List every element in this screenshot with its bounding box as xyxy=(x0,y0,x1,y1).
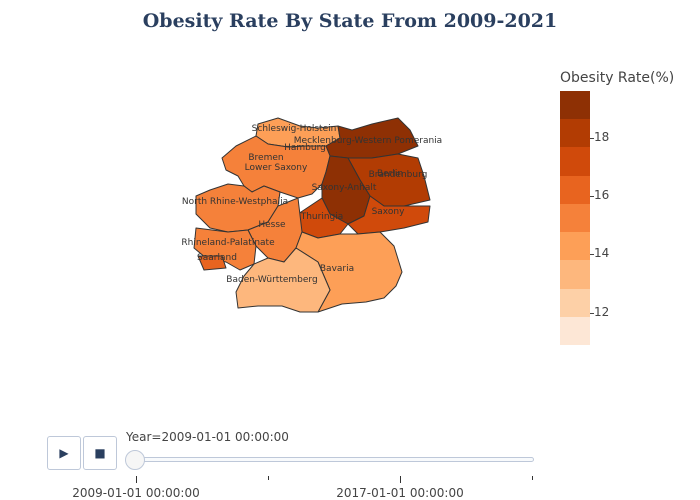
region-label: Baden-Württemberg xyxy=(226,275,317,285)
colorbar-segment xyxy=(560,175,590,204)
slider-rail[interactable] xyxy=(128,457,534,462)
slider-tick-label: 2009-01-01 00:00:00 xyxy=(72,486,200,500)
play-button[interactable]: ▶ xyxy=(47,436,81,470)
region-saxony[interactable] xyxy=(347,195,431,235)
region-baden-w-rttemberg[interactable] xyxy=(235,247,331,313)
region-label: Saxony xyxy=(372,207,405,217)
choropleth-map[interactable]: Schleswig-Holstein Mecklenburg-Western Po… xyxy=(0,0,700,420)
region-label: Hesse xyxy=(258,220,286,230)
colorbar xyxy=(560,91,590,345)
region-label: Saxony-Anhalt xyxy=(312,183,377,193)
chart-title: Obesity Rate By State From 2009-2021 xyxy=(142,10,558,32)
colorbar-segment xyxy=(560,203,590,233)
play-icon: ▶ xyxy=(59,446,69,460)
slider-tick xyxy=(268,476,269,480)
region-label: Bavaria xyxy=(320,264,354,274)
region-label: Berlin xyxy=(377,169,403,179)
stop-button[interactable]: ■ xyxy=(83,436,117,470)
stop-icon: ■ xyxy=(94,446,106,460)
region-label: Hamburg xyxy=(284,143,326,153)
colorbar-segment xyxy=(560,91,590,120)
region-label: Bremen xyxy=(248,153,283,163)
region-rhineland-palatinate[interactable] xyxy=(193,227,257,271)
region-label: Rhineland-Palatinate xyxy=(181,238,275,248)
colorbar-title: Obesity Rate(%) xyxy=(560,70,675,86)
region-north-rhine-westphalia[interactable] xyxy=(195,183,281,233)
colorbar-tick-label: 16 xyxy=(594,188,610,203)
region-label: North Rhine-Westphalia xyxy=(182,197,288,207)
region-label: Lower Saxony xyxy=(245,163,308,173)
colorbar-segment xyxy=(560,260,590,289)
colorbar-segment xyxy=(560,147,590,176)
colorbar-tick-label: 18 xyxy=(594,129,610,144)
region-label: Brandenburg xyxy=(369,170,428,180)
slider-current-value: Year=2009-01-01 00:00:00 xyxy=(126,430,289,444)
slider-handle[interactable] xyxy=(125,450,145,470)
colorbar-tickmark xyxy=(590,254,594,256)
colorbar-tick-label: 12 xyxy=(594,304,610,319)
colorbar-segment xyxy=(560,288,590,317)
colorbar-segment xyxy=(560,232,590,261)
colorbar-segment xyxy=(560,316,590,345)
slider-tick xyxy=(136,476,137,483)
colorbar-tick-label: 14 xyxy=(594,246,610,261)
colorbar-tickmark xyxy=(590,312,594,314)
slider-tick xyxy=(400,476,401,483)
region-saarland[interactable] xyxy=(197,255,227,271)
colorbar-segment xyxy=(560,119,590,148)
region-label: Schleswig-Holstein xyxy=(252,124,337,134)
region-label: Mecklenburg-Western Pomerania xyxy=(294,136,442,146)
region-label: Thuringia xyxy=(300,212,344,222)
slider-tick-label: 2017-01-01 00:00:00 xyxy=(336,486,464,500)
slider-tick xyxy=(532,476,533,480)
region-label: Saarland xyxy=(197,253,237,263)
colorbar-tickmark xyxy=(590,137,594,139)
colorbar-tickmark xyxy=(590,196,594,198)
